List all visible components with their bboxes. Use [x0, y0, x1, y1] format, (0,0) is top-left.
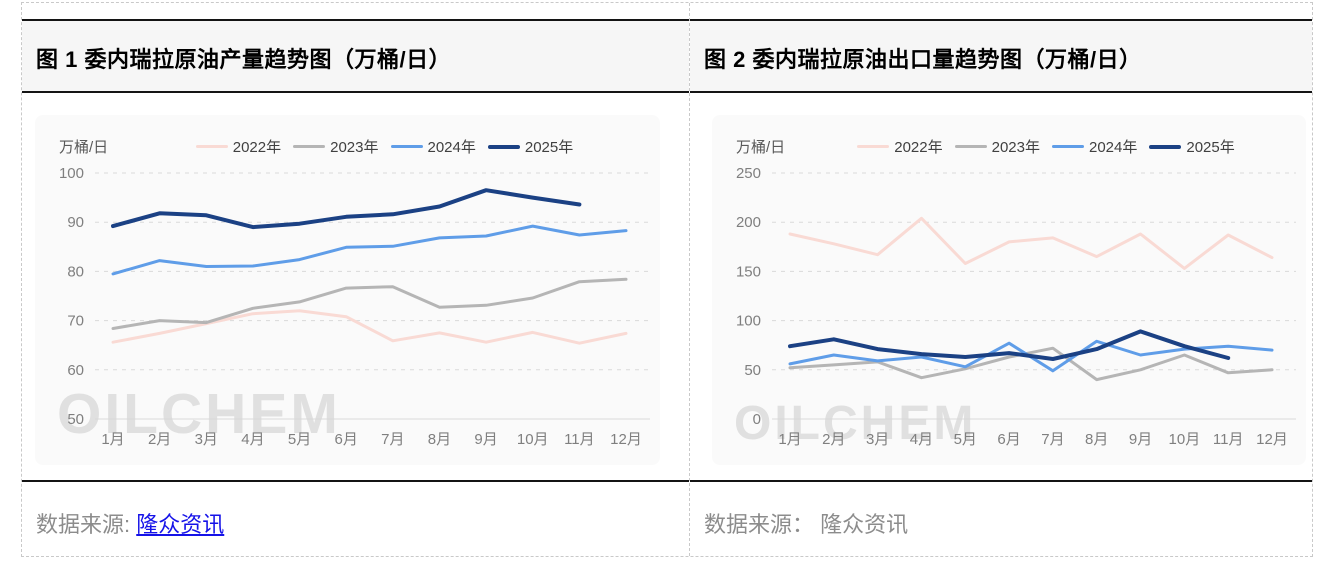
x-tick-label: 4月: [241, 431, 264, 448]
legend-item-2025年: 2025年: [1149, 136, 1235, 157]
source-text: 隆众资讯: [820, 512, 909, 537]
legend-label: 2024年: [1089, 139, 1138, 156]
legend-swatch: [487, 144, 520, 149]
source-link[interactable]: 隆众资讯: [136, 512, 225, 537]
series-line-2023年: [111, 277, 628, 330]
x-tick-label: 3月: [866, 431, 889, 448]
legend-swatch: [390, 145, 423, 148]
legend-item-2022年: 2022年: [195, 136, 282, 157]
chart1-footer: 数据来源: 隆众资讯: [22, 480, 689, 556]
x-tick-label: 6月: [335, 431, 358, 448]
x-tick-label: 12月: [610, 431, 642, 448]
x-tick-label: 2月: [822, 431, 845, 448]
series-line-2022年: [111, 309, 628, 345]
legend-label: 2023年: [330, 139, 379, 156]
y-tick-label: 60: [67, 362, 84, 379]
legend-swatch: [954, 145, 987, 148]
legend-item-2023年: 2023年: [954, 136, 1040, 157]
y-tick-label: 90: [67, 214, 84, 231]
x-tick-label: 12月: [1256, 431, 1288, 448]
panel-production-chart: 图 1 委内瑞拉原油产量趋势图（万桶/日） 万桶/日 2022年 2023年 202…: [22, 3, 690, 556]
y-tick-label: 50: [67, 411, 84, 428]
x-tick-label: 1月: [101, 431, 124, 448]
y-tick-label: 200: [736, 214, 761, 231]
x-tick-label: 11月: [1213, 431, 1244, 448]
chart2-title: 图 2 委内瑞拉原油出口量趋势图（万桶/日）: [704, 47, 1142, 72]
x-tick-label: 5月: [288, 431, 311, 448]
legend-swatch: [195, 145, 228, 148]
legend-label: 2025年: [1186, 139, 1235, 156]
legend-item-2025年: 2025年: [487, 136, 574, 157]
x-tick-label: 10月: [517, 431, 549, 448]
legend-item-2024年: 2024年: [1052, 136, 1137, 157]
legend-swatch: [1052, 145, 1084, 148]
series-line-2024年: [111, 224, 628, 276]
x-tick-label: 1月: [778, 431, 801, 448]
x-tick-label: 9月: [1129, 431, 1152, 448]
y-tick-label: 150: [736, 263, 761, 280]
series-line-2023年: [788, 346, 1274, 382]
panel-export-chart: 图 2 委内瑞拉原油出口量趋势图（万桶/日） 万桶/日 2022年 2023年 20…: [690, 3, 1312, 556]
y-tick-label: 50: [744, 362, 761, 379]
y-tick-label: 0: [753, 411, 761, 428]
x-tick-label: 7月: [381, 431, 404, 448]
legend-item-2024年: 2024年: [390, 136, 476, 157]
x-tick-label: 7月: [1041, 431, 1064, 448]
chart1-header: 图 1 委内瑞拉原油产量趋势图（万桶/日）: [22, 19, 689, 93]
x-tick-label: 3月: [195, 431, 218, 448]
series-line-2025年: [788, 329, 1231, 361]
legend-label: 2025年: [524, 139, 574, 156]
oilchem-watermark: OILCHEM: [734, 397, 977, 450]
legend-label: 2024年: [427, 139, 476, 156]
legend-label: 2022年: [894, 139, 943, 156]
legend-swatch: [293, 145, 326, 148]
chart2-header: 图 2 委内瑞拉原油出口量趋势图（万桶/日）: [690, 19, 1312, 93]
charts-table: 图 1 委内瑞拉原油产量趋势图（万桶/日） 万桶/日 2022年 2023年 202…: [21, 2, 1313, 557]
y-tick-label: 100: [736, 313, 761, 330]
y-tick-label: 70: [67, 313, 84, 330]
source-label: 数据来源：: [704, 512, 821, 537]
y-tick-label: 250: [736, 165, 761, 182]
x-tick-label: 10月: [1169, 431, 1201, 448]
chart2-footer: 数据来源： 隆众资讯: [690, 480, 1312, 556]
series-line-2022年: [788, 216, 1274, 270]
line-chart-1: 50 60 70 80 90 100 1月 2月 3月 4月 5月 6月 7月 8月 9月 10月 11月 12月: [59, 165, 650, 448]
chart1-head: 万桶/日 2022年 2023年 2024年 2025年: [47, 125, 652, 161]
x-tick-label: 8月: [428, 431, 451, 448]
series-line-2025年: [111, 188, 582, 230]
chart2-unit-label: 万桶/日: [736, 139, 786, 156]
oilchem-watermark: OILCHEM: [57, 382, 341, 446]
y-tick-label: 80: [67, 263, 84, 280]
x-tick-label: 6月: [997, 431, 1020, 448]
x-tick-label: 4月: [910, 431, 933, 448]
x-tick-label: 5月: [954, 431, 977, 448]
chart2-box: 万桶/日 2022年 2023年 2024年 2025年 OILCHEM 0 50 100…: [712, 115, 1306, 465]
line-chart-2: 0 50 100 150 200 250 1月 2月 3月 4月 5月 6月 7月 8月 9月 10月 11月 1…: [736, 165, 1296, 448]
x-tick-label: 2月: [148, 431, 171, 448]
chart1-area: 万桶/日 2022年 2023年 2024年 2025年 OILCHEM 50 60 70…: [22, 93, 689, 480]
chart1-legend: 2022年 2023年 2024年 2025年: [117, 125, 652, 157]
chart1-box: 万桶/日 2022年 2023年 2024年 2025年 OILCHEM 50 60 70…: [35, 115, 660, 465]
legend-item-2023年: 2023年: [293, 136, 379, 157]
chart2-legend: 2022年 2023年 2024年 2025年: [794, 125, 1298, 157]
legend-label: 2023年: [991, 139, 1040, 156]
y-tick-label: 100: [59, 165, 84, 182]
chart1-title: 图 1 委内瑞拉原油产量趋势图（万桶/日）: [36, 47, 452, 72]
x-tick-label: 8月: [1085, 431, 1108, 448]
x-tick-label: 9月: [474, 431, 497, 448]
chart2-head: 万桶/日 2022年 2023年 2024年 2025年: [724, 125, 1298, 161]
x-tick-label: 11月: [564, 431, 595, 448]
source-label: 数据来源:: [36, 512, 137, 537]
legend-swatch: [857, 145, 890, 148]
legend-swatch: [1149, 144, 1182, 149]
legend-item-2022年: 2022年: [857, 136, 943, 157]
chart2-area: 万桶/日 2022年 2023年 2024年 2025年 OILCHEM 0 50 100…: [690, 93, 1312, 480]
legend-label: 2022年: [232, 139, 282, 156]
chart1-unit-label: 万桶/日: [59, 139, 109, 156]
